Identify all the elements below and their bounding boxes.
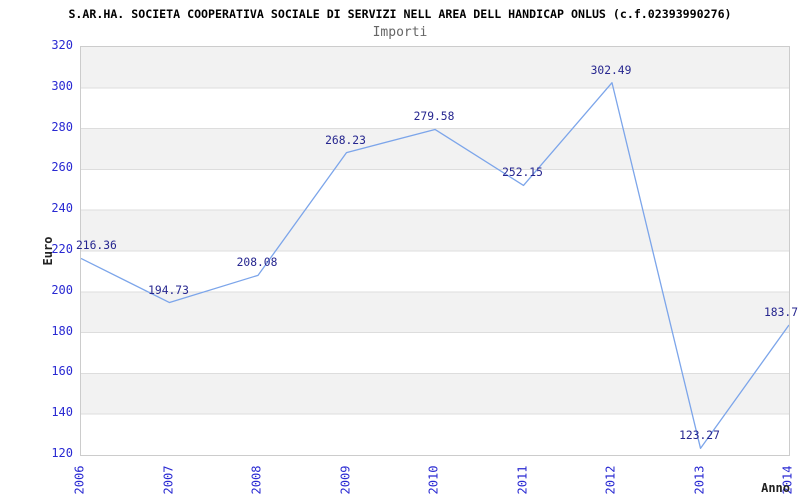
point-value-label: 123.27 xyxy=(679,429,720,443)
grid-band xyxy=(81,210,789,251)
point-value-label: 183.7 xyxy=(763,306,798,320)
line-chart-svg xyxy=(81,47,789,449)
y-axis-title: Euro xyxy=(41,236,55,266)
y-tick-label: 200 xyxy=(51,282,73,297)
plot-area xyxy=(80,46,790,456)
point-value-label: 208.08 xyxy=(236,256,278,270)
y-tick-label: 240 xyxy=(51,201,73,216)
y-tick-label: 300 xyxy=(51,78,73,93)
series-line xyxy=(81,82,789,449)
y-tick-label: 280 xyxy=(51,119,73,134)
grid-band xyxy=(81,47,789,88)
point-value-label: 279.58 xyxy=(413,110,455,124)
grid-band xyxy=(81,128,789,170)
grid-band xyxy=(81,291,789,333)
x-tick-label: 2010 xyxy=(426,465,441,495)
point-value-label: 216.36 xyxy=(76,239,117,253)
chart-subtitle: Importi xyxy=(372,25,428,40)
x-tick-label: 2006 xyxy=(72,465,87,495)
point-value-label: 268.23 xyxy=(325,133,366,147)
y-tick-label: 120 xyxy=(51,446,73,460)
y-tick-label: 160 xyxy=(51,364,73,379)
x-tick-label: 2012 xyxy=(603,465,618,495)
y-tick-label: 320 xyxy=(51,38,73,52)
x-tick-label: 2011 xyxy=(515,465,529,495)
x-tick-label: 2008 xyxy=(249,465,264,495)
point-value-label: 252.15 xyxy=(502,166,543,180)
y-tick-label: 140 xyxy=(51,405,73,420)
y-tick-label: 180 xyxy=(51,323,73,338)
grid-band xyxy=(81,373,789,415)
x-tick-label: 2007 xyxy=(161,465,175,495)
point-value-label: 302.49 xyxy=(590,63,632,77)
y-tick-label: 260 xyxy=(51,160,73,175)
chart-title: S.AR.HA. SOCIETA COOPERATIVA SOCIALE DI … xyxy=(68,7,732,21)
x-tick-label: 2009 xyxy=(338,465,352,495)
x-axis-title: Anno xyxy=(761,481,790,495)
y-tick-label: 220 xyxy=(51,242,73,256)
x-tick-label: 2013 xyxy=(692,465,706,495)
point-value-label: 194.73 xyxy=(148,283,189,297)
